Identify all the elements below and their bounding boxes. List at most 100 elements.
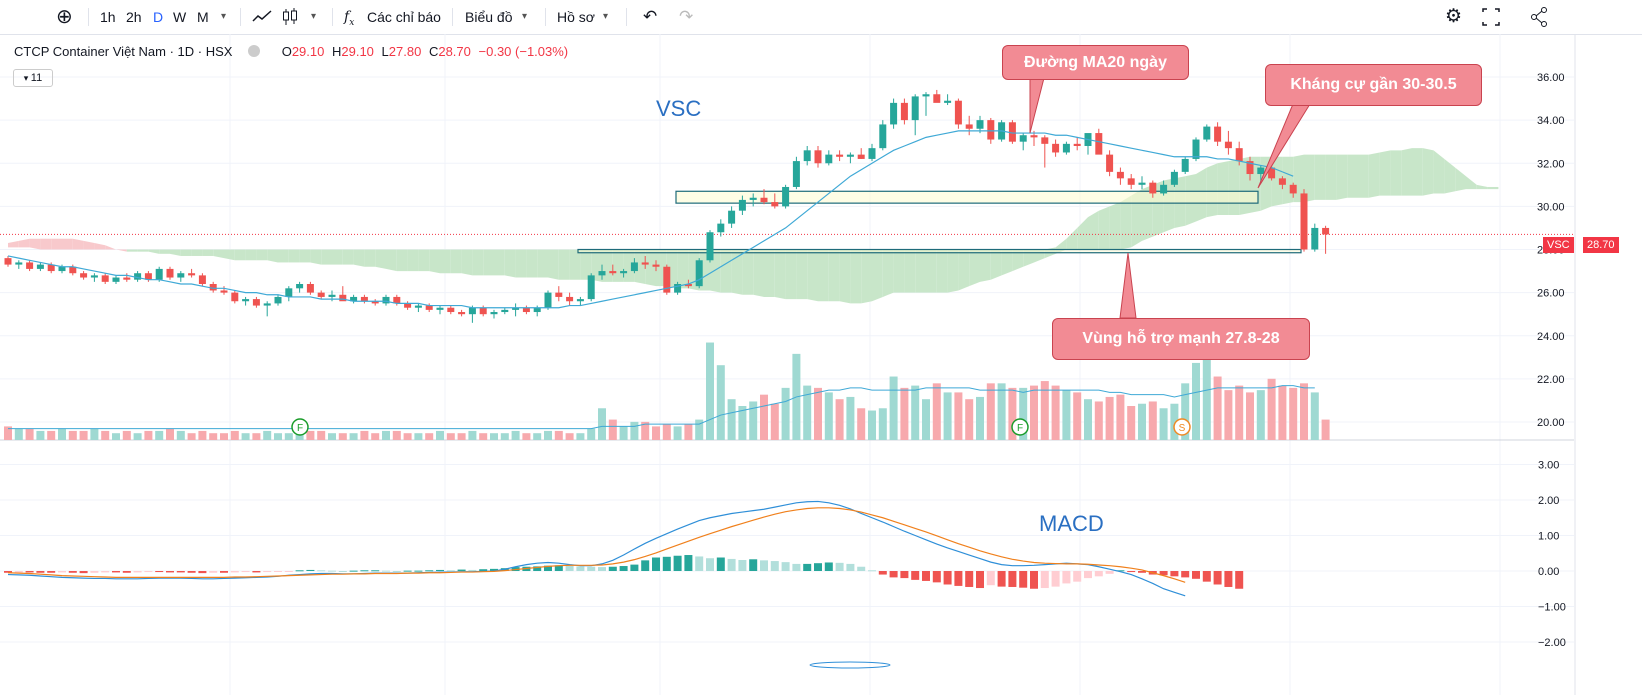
interval-2h[interactable]: 2h — [126, 9, 142, 25]
volume-bar — [727, 399, 736, 440]
candle-body — [598, 271, 606, 276]
macd-histogram-bar — [1116, 570, 1125, 572]
macd-histogram-bar — [900, 571, 909, 579]
volume-bar — [306, 430, 315, 440]
cloud-segment — [926, 249, 937, 293]
toolbar-divider — [240, 8, 241, 26]
chart-menu-button[interactable]: Biểu đồ — [465, 9, 513, 25]
macd-histogram-bar — [209, 571, 218, 573]
interval-1h[interactable]: 1h — [100, 9, 116, 25]
volume-bar — [101, 430, 110, 440]
volume-bar — [522, 433, 531, 440]
cloud-segment — [278, 249, 289, 263]
volume-bar — [468, 430, 477, 440]
macd-histogram-bar — [1138, 571, 1146, 573]
cloud-segment — [483, 249, 494, 276]
candle-body — [1289, 184, 1297, 194]
cloud-segment — [1206, 163, 1218, 218]
macd-histogram-bar — [425, 570, 434, 572]
cloud-segment — [558, 249, 570, 280]
candle-body — [652, 264, 660, 267]
cloud-segment — [429, 249, 440, 274]
interval-d[interactable]: D — [153, 9, 164, 25]
candle-body — [1008, 122, 1016, 142]
cloud-segment — [1217, 161, 1229, 215]
macd-histogram-bar — [112, 571, 120, 573]
candles-icon[interactable] — [282, 0, 298, 34]
candle-body — [792, 161, 800, 187]
interval-m[interactable]: M — [197, 9, 209, 25]
volume-bar — [976, 396, 984, 440]
candle-body — [479, 307, 487, 315]
macd-histogram-bar — [68, 571, 77, 573]
volume-bar — [425, 433, 434, 440]
indicator-count-toggle[interactable]: ▾ 11 — [13, 69, 53, 87]
volume-bar — [716, 365, 725, 440]
volume-bar — [403, 433, 412, 440]
resistance-zone — [675, 190, 1259, 204]
plus-circle-icon[interactable]: ⊕ — [56, 6, 73, 28]
volume-bar — [209, 433, 218, 440]
chevron-down-icon[interactable]: ▾ — [603, 11, 609, 22]
volume-bar — [835, 399, 844, 440]
support-callout: Vùng hỗ trợ mạnh 27.8-28 — [1052, 318, 1310, 360]
candle-body — [1246, 161, 1254, 175]
volume-bar — [25, 428, 34, 440]
gear-icon[interactable]: ⚙ — [1445, 6, 1463, 27]
undo-icon[interactable]: ↶ — [643, 7, 658, 26]
macd-histogram-bar — [414, 570, 423, 572]
interval-w[interactable]: W — [173, 9, 187, 25]
macd-histogram-bar — [976, 571, 984, 589]
line-chart-icon[interactable] — [252, 0, 272, 34]
cloud-segment — [602, 249, 613, 282]
candle-body — [112, 277, 120, 282]
cloud-segment — [774, 249, 786, 300]
volume-bar — [4, 426, 12, 440]
cloud-segment — [126, 249, 138, 252]
function-icon[interactable]: fx — [344, 9, 355, 28]
candle-body — [90, 275, 98, 278]
macd-histogram-bar — [176, 571, 185, 573]
indicators-button[interactable]: Các chỉ báo — [367, 9, 441, 25]
redo-icon[interactable]: ↷ — [679, 7, 694, 26]
volume-bar — [317, 430, 326, 440]
macd-histogram-bar — [749, 559, 758, 571]
volume-bar — [511, 430, 520, 440]
cloud-segment — [342, 249, 354, 265]
volume-bar — [284, 433, 293, 440]
macd-histogram-bar — [306, 569, 315, 571]
visibility-toggle-icon[interactable] — [248, 45, 261, 57]
candle-body — [587, 275, 595, 300]
cloud-segment — [623, 249, 635, 282]
fullscreen-icon[interactable] — [1482, 0, 1500, 34]
cloud-segment — [440, 249, 451, 274]
candle-body — [209, 284, 217, 291]
candle-body — [782, 186, 790, 207]
macd-histogram-bar — [14, 571, 23, 573]
support-callout-pointer — [1119, 252, 1137, 319]
macd-histogram-bar — [198, 571, 207, 574]
cloud-segment — [418, 249, 430, 272]
price-tick-label: 26.00 — [1537, 288, 1565, 300]
cloud-segment — [1476, 184, 1488, 190]
price-tick-label: 34.00 — [1537, 115, 1565, 127]
chevron-down-icon[interactable]: ▾ — [311, 11, 317, 22]
volume-bar — [652, 426, 660, 440]
stock-chart[interactable]: FFS36.0034.0032.0030.0028.0026.0024.0022… — [0, 34, 1642, 695]
share-icon[interactable] — [1530, 0, 1548, 34]
candle-body — [738, 199, 746, 211]
candle-body — [188, 273, 196, 276]
candle-body — [900, 102, 908, 121]
macd-tick-label: 0.00 — [1538, 566, 1559, 578]
macd-histogram-bar — [58, 571, 66, 573]
candle-body — [328, 294, 336, 297]
macd-histogram-bar — [1094, 571, 1103, 577]
volume-bar — [1094, 401, 1103, 440]
chevron-down-icon[interactable]: ▾ — [221, 11, 227, 22]
candle-body — [242, 299, 250, 302]
candle-body — [220, 290, 228, 293]
candle-body — [425, 305, 433, 310]
profile-button[interactable]: Hồ sơ — [557, 9, 595, 25]
volume-bar — [619, 426, 628, 440]
chevron-down-icon[interactable]: ▾ — [522, 11, 528, 22]
